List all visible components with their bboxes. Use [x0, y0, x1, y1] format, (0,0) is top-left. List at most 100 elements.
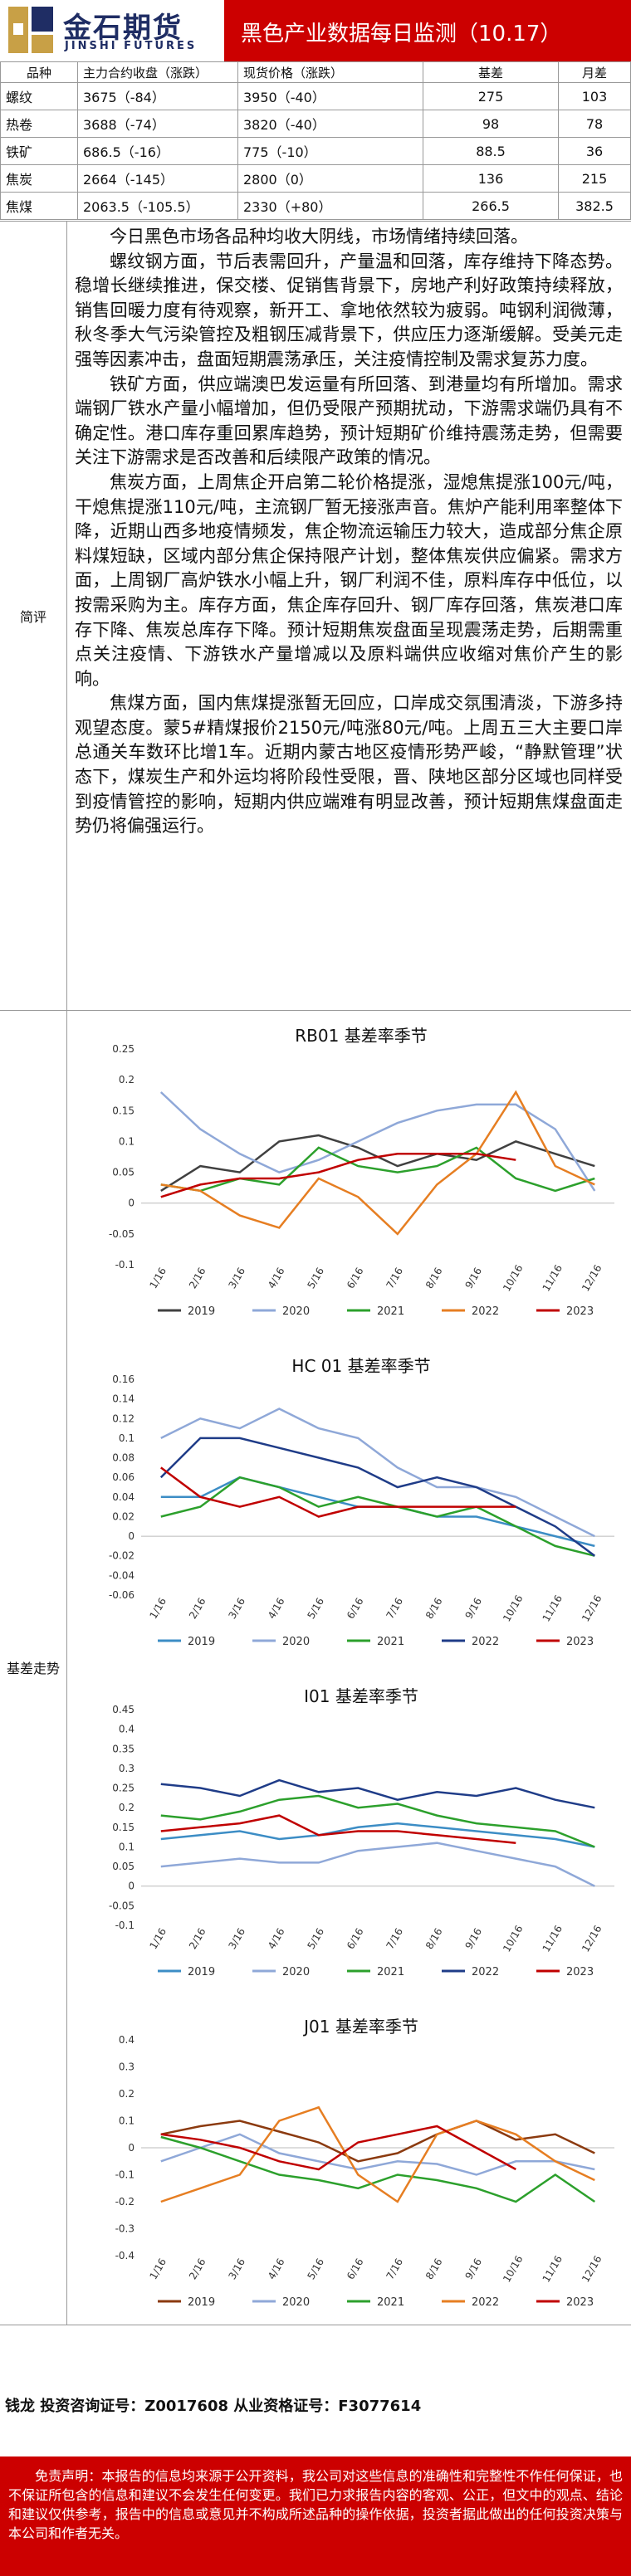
x-tick-label: 2/16: [187, 1596, 208, 1621]
y-tick-label: 0.05: [112, 1861, 135, 1872]
x-tick-label: 2/16: [187, 2256, 208, 2281]
table-row: 热卷 3688（-74） 3820（-40） 98 78: [0, 110, 631, 138]
y-tick-label: -0.1: [115, 1259, 135, 1271]
logo: 金石期货 JINSHI FUTURES: [0, 0, 224, 61]
x-tick-label: 8/16: [423, 2256, 445, 2281]
y-tick-label: -0.04: [109, 1569, 135, 1581]
x-tick-label: 10/16: [501, 1593, 525, 1624]
table-cell: 275: [423, 82, 559, 110]
chart-title: RB01 基差率季节: [295, 1026, 428, 1046]
table-cell: 2664（-145）: [77, 164, 238, 193]
table-cell: 36: [558, 137, 631, 165]
table-header-cell: 现货价格（涨跌）: [237, 61, 423, 83]
y-tick-label: 0.05: [112, 1167, 135, 1178]
x-tick-label: 10/16: [501, 1263, 525, 1294]
series-line-2019: [160, 2120, 595, 2163]
commentary-section: 简评 今日黑色市场各品种均收大阴线，市场情绪持续回落。 螺纹钢方面，节后表需回升…: [0, 221, 631, 1011]
table-cell: 215: [558, 164, 631, 193]
x-tick-label: 11/16: [541, 2254, 565, 2285]
table-cell: 2063.5（-105.5）: [77, 192, 238, 220]
x-tick-label: 1/16: [147, 1926, 169, 1951]
y-tick-label: -0.05: [109, 1900, 135, 1911]
j01-plot: 0.4 0.3 0.2 0.1 0 -0.1 -0.2 -0.3 -0.4 1/16 2/16 3/1…: [115, 2034, 614, 2309]
legend-label: 2022: [472, 2296, 499, 2309]
series-line-2021: [160, 1476, 595, 1557]
x-tick-label: 11/16: [541, 1924, 565, 1954]
y-tick-label: -0.4: [115, 2250, 135, 2261]
chart-title: I01 基差率季节: [304, 1686, 418, 1706]
table-cell: 98: [423, 110, 559, 138]
x-tick-label: 12/16: [580, 1263, 604, 1294]
table-cell: 3820（-40）: [237, 110, 423, 138]
x-tick-label: 7/16: [384, 2256, 405, 2281]
legend-label: 2022: [472, 1966, 499, 1978]
table-header-cell: 月差: [558, 61, 631, 83]
x-tick-label: 4/16: [266, 1926, 287, 1951]
table-cell: 3950（-40）: [237, 82, 423, 110]
table-cell: 3675（-84）: [77, 82, 238, 110]
y-tick-label: 0.4: [119, 2034, 135, 2046]
x-tick-label: 1/16: [147, 1266, 169, 1290]
table-cell: 686.5（-16）: [77, 137, 238, 165]
x-tick-label: 3/16: [226, 2256, 247, 2281]
y-tick-label: 0.25: [112, 1043, 135, 1055]
legend-label: 2021: [377, 1305, 404, 1318]
table-header-row: 品种 主力合约收盘（涨跌） 现货价格（涨跌） 基差 月差: [0, 61, 631, 83]
y-tick-label: 0.06: [112, 1471, 135, 1483]
chart-section-label: 基差走势: [0, 1009, 67, 2325]
x-tick-label: 1/16: [147, 1596, 169, 1621]
chart-title: J01 基差率季节: [304, 2017, 418, 2037]
y-tick-label: 0.12: [112, 1412, 135, 1424]
x-tick-label: 2/16: [187, 1266, 208, 1290]
x-tick-label: 11/16: [541, 1263, 565, 1294]
series-line-2021: [160, 2135, 596, 2203]
rb01-plot: 0.25 0.2 0.15 0.1 0.05 0 -0.05 -0.1 1/16 2/16 3/16…: [109, 1043, 614, 1318]
table-cell: 焦煤: [0, 192, 78, 220]
commentary-paragraph: 焦炭方面，上周焦企开启第二轮价格提涨，湿熄焦提涨100元/吨，干熄焦提涨110元…: [75, 471, 623, 689]
y-tick-label: 0.25: [112, 1783, 135, 1794]
x-tick-label: 6/16: [345, 2256, 366, 2281]
x-tick-label: 4/16: [266, 1266, 287, 1290]
legend-label: 2020: [282, 2296, 310, 2309]
y-tick-label: 0.2: [119, 2088, 135, 2100]
x-tick-label: 6/16: [345, 1596, 366, 1621]
x-tick-label: 10/16: [501, 1924, 525, 1954]
y-tick-label: 0.15: [112, 1822, 135, 1833]
y-tick-label: -0.1: [115, 2169, 135, 2181]
x-tick-label: 9/16: [462, 1266, 484, 1290]
series-line-2022: [159, 1437, 596, 1557]
x-tick-label: 5/16: [305, 1596, 326, 1621]
table-cell: 2330（+80）: [237, 192, 423, 220]
disclaimer-text: 免责声明：本报告的信息均来源于公开资料，我公司对这些信息的准确性和完整性不作任何…: [8, 2468, 623, 2541]
series-line-2022: [160, 1090, 595, 1236]
logo-cn-text: 金石期货: [63, 12, 183, 45]
legend-label: 2023: [566, 1636, 594, 1648]
legend-label: 2019: [188, 1305, 215, 1318]
y-tick-label: 0.1: [119, 2115, 135, 2127]
y-tick-label: 0.3: [119, 2061, 135, 2073]
logo-mark-icon: [8, 7, 53, 53]
y-tick-label: -0.3: [115, 2223, 135, 2235]
y-tick-label: 0.2: [119, 1074, 135, 1086]
table-cell: 螺纹: [0, 82, 78, 110]
x-tick-label: 7/16: [384, 1926, 405, 1951]
y-tick-label: 0.1: [119, 1135, 135, 1147]
x-tick-label: 6/16: [345, 1926, 366, 1951]
legend-label: 2023: [566, 1305, 594, 1318]
legend-label: 2023: [566, 2296, 594, 2309]
legend-label: 2019: [188, 1636, 215, 1648]
table-cell: 88.5: [423, 137, 559, 165]
x-tick-label: 7/16: [384, 1266, 405, 1290]
commentary-paragraph: 螺纹钢方面，节后表需回升，产量温和回落，库存维持下降态势。稳增长继续推进，保交楼…: [75, 251, 623, 369]
y-tick-label: 0.08: [112, 1452, 135, 1464]
x-tick-label: 6/16: [345, 1266, 366, 1290]
x-tick-label: 3/16: [226, 1926, 247, 1951]
commentary-paragraph: 今日黑色市场各品种均收大阴线，市场情绪持续回落。: [110, 227, 528, 246]
y-tick-label: -0.06: [109, 1589, 135, 1601]
hc01-chart: HC 01 基差率季节 0.16 0.14 0.12 0.1 0.08 0.06 0.04 0…: [91, 1346, 631, 1661]
series-line-2020: [160, 1408, 595, 1538]
series-line-2020: [160, 2133, 595, 2176]
legend-label: 2020: [282, 1966, 310, 1978]
x-tick-label: 4/16: [266, 1596, 287, 1621]
table-cell: 热卷: [0, 110, 78, 138]
